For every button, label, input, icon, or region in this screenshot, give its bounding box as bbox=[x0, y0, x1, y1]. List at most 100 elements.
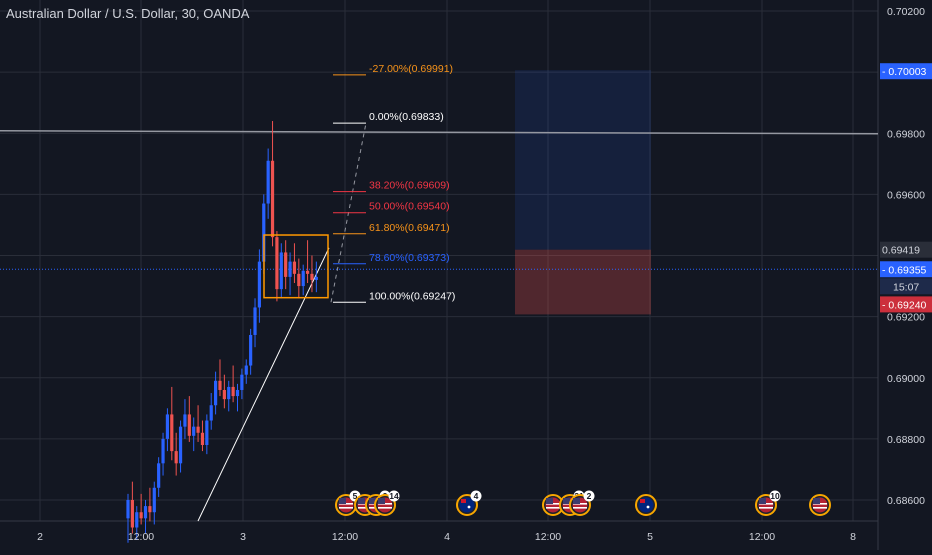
candle bbox=[240, 368, 244, 400]
candle bbox=[305, 240, 310, 284]
candle bbox=[187, 396, 191, 442]
flag-star bbox=[467, 505, 471, 509]
candle-body bbox=[284, 252, 288, 277]
event-marker-us[interactable]: 10 bbox=[755, 490, 781, 516]
event-marker-us[interactable]: 14 bbox=[374, 490, 400, 516]
candle-body bbox=[253, 307, 257, 335]
event-count-text: 2 bbox=[587, 491, 592, 501]
event-marker-au[interactable] bbox=[635, 494, 657, 516]
candle bbox=[183, 399, 187, 439]
target-zone bbox=[515, 70, 651, 250]
candle-body bbox=[214, 380, 218, 406]
fib-level: 38.20%(0.69609) bbox=[333, 180, 450, 193]
y-tick-label: 0.69800 bbox=[887, 128, 925, 140]
price-label-bg bbox=[880, 63, 932, 80]
candle bbox=[157, 457, 161, 497]
candle bbox=[214, 371, 218, 415]
price-label: - 0.69240 bbox=[880, 296, 932, 313]
flag-stripe bbox=[339, 507, 353, 509]
price-label-bg bbox=[880, 278, 932, 295]
candle bbox=[297, 258, 301, 299]
candle bbox=[288, 252, 292, 296]
candle bbox=[205, 414, 209, 455]
candle bbox=[143, 500, 148, 534]
y-tick-label: 0.69200 bbox=[887, 312, 925, 324]
fib-level-label: 61.80%(0.69471) bbox=[369, 222, 450, 234]
price-label-text: - 0.69355 bbox=[882, 264, 927, 276]
event-count-text: 14 bbox=[389, 491, 399, 501]
candle-body bbox=[200, 432, 205, 445]
candle-body bbox=[240, 374, 244, 390]
candle bbox=[279, 243, 283, 299]
candle-body bbox=[157, 463, 161, 488]
candle-body bbox=[126, 500, 130, 519]
trend-line bbox=[197, 247, 330, 522]
fib-level: 61.80%(0.69471) bbox=[333, 222, 450, 235]
stop-zone bbox=[515, 249, 651, 315]
x-tick-label: 3 bbox=[240, 531, 246, 543]
candle bbox=[231, 365, 235, 403]
horizontal-line bbox=[0, 130, 879, 135]
candle-body bbox=[165, 414, 170, 439]
event-marker-us[interactable]: 2 bbox=[569, 490, 595, 516]
candle-body bbox=[279, 252, 283, 290]
candle bbox=[266, 148, 270, 219]
candle bbox=[292, 243, 297, 284]
candle-body bbox=[196, 426, 200, 433]
y-tick-label: 0.69600 bbox=[887, 189, 925, 201]
x-tick-label: 5 bbox=[647, 531, 653, 543]
fib-level: 0.00%(0.69833) bbox=[333, 111, 444, 124]
candle bbox=[310, 255, 314, 293]
event-count-text: 10 bbox=[770, 491, 780, 501]
candle bbox=[301, 264, 305, 296]
event-count-text: 4 bbox=[474, 491, 479, 501]
candle bbox=[178, 420, 183, 473]
candle-body bbox=[178, 426, 183, 464]
price-label-bg bbox=[880, 296, 932, 313]
candle bbox=[165, 408, 170, 452]
candle-body bbox=[270, 160, 275, 238]
price-label-text: 15:07 bbox=[893, 281, 919, 293]
flag-canton bbox=[563, 498, 570, 504]
candle bbox=[227, 380, 231, 412]
fib-level-label: -27.00%(0.69991) bbox=[369, 63, 453, 75]
event-count-text: 5 bbox=[353, 491, 358, 501]
price-label: - 0.70003 bbox=[880, 63, 932, 80]
event-marker-au[interactable]: 4 bbox=[456, 490, 482, 516]
candle-body bbox=[305, 270, 310, 274]
event-marker-us[interactable] bbox=[809, 494, 831, 516]
candle-body bbox=[292, 261, 297, 274]
price-label-text: - 0.70003 bbox=[882, 66, 927, 78]
candle-body bbox=[174, 451, 178, 464]
candle-body bbox=[222, 389, 226, 400]
y-tick-label: 0.68800 bbox=[887, 434, 925, 446]
candle bbox=[200, 420, 205, 452]
candle-body bbox=[205, 420, 209, 445]
candle-body bbox=[148, 506, 152, 513]
candle bbox=[135, 506, 139, 540]
x-tick-label: 12:00 bbox=[332, 531, 358, 543]
fib-level-label: 100.00%(0.69247) bbox=[369, 290, 455, 302]
flag-canton bbox=[358, 498, 365, 504]
event-count-badge bbox=[769, 490, 781, 502]
fib-level: 78.60%(0.69373) bbox=[333, 252, 450, 265]
candle bbox=[130, 481, 134, 534]
flag-canton bbox=[378, 498, 385, 504]
flag-star bbox=[646, 505, 650, 509]
event-count-badge bbox=[583, 490, 595, 502]
candle-body bbox=[130, 500, 134, 528]
candle-body bbox=[231, 386, 235, 397]
candle-body bbox=[161, 438, 165, 464]
consolidation-box bbox=[263, 234, 329, 299]
candle bbox=[270, 121, 275, 247]
candle-body bbox=[301, 270, 305, 287]
candle-body bbox=[152, 487, 156, 513]
candle bbox=[209, 393, 213, 430]
flag-union bbox=[640, 499, 645, 503]
y-tick-label: 0.68600 bbox=[887, 495, 925, 507]
candle bbox=[284, 240, 288, 290]
candle bbox=[192, 417, 196, 452]
